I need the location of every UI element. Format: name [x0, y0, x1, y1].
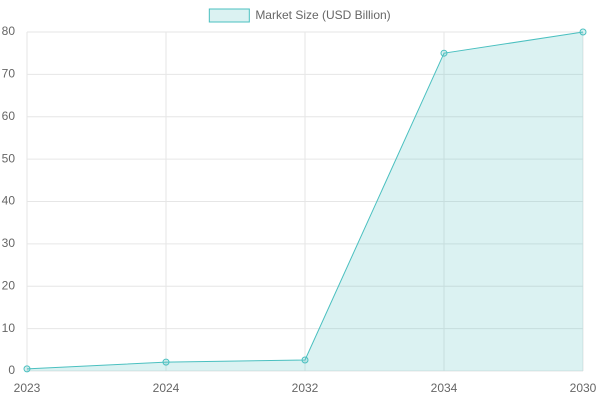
y-tick-label: 80 — [2, 24, 16, 38]
y-tick-label: 30 — [2, 236, 16, 250]
x-tick-label: 2024 — [153, 381, 180, 395]
line — [26, 31, 584, 370]
y-tick-label: 60 — [2, 109, 16, 123]
y-tick-label: 10 — [2, 321, 16, 335]
y-tick-label: 50 — [2, 151, 16, 165]
y-tick-label: 0 — [8, 363, 15, 377]
x-tick-label: 2034 — [431, 381, 458, 395]
y-tick-label: 40 — [2, 194, 16, 208]
legend-swatch — [208, 8, 250, 23]
legend-label: Market Size (USD Billion) — [255, 8, 390, 22]
x-tick-label: 2023 — [14, 381, 41, 395]
y-tick-label: 70 — [2, 67, 16, 81]
point — [440, 49, 448, 57]
x-tick-label: 2030 — [570, 381, 597, 395]
point — [23, 365, 31, 373]
point — [301, 356, 309, 364]
area — [27, 32, 583, 371]
point — [579, 28, 587, 36]
x-tick-label: 2032 — [292, 381, 319, 395]
point — [162, 358, 170, 366]
y-tick-label: 20 — [2, 278, 16, 292]
